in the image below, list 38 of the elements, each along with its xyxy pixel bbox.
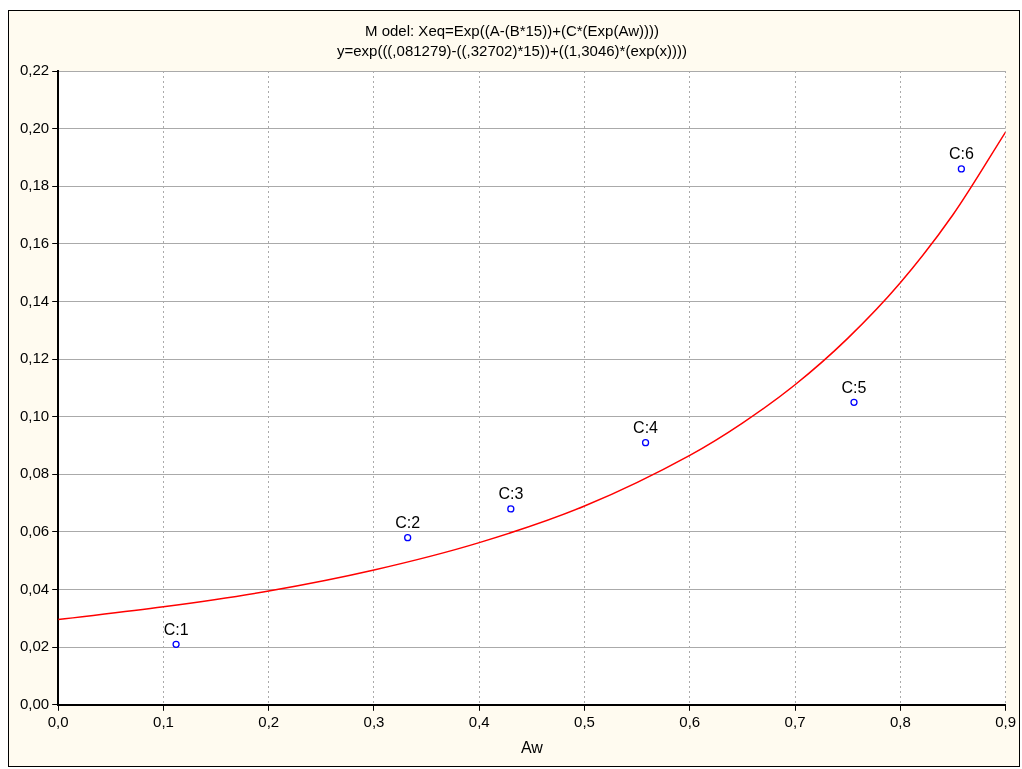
point xyxy=(850,398,858,406)
x-tick-label: 0,6 xyxy=(679,712,701,730)
annotation: C:5 xyxy=(841,378,867,396)
y-tick-label: 0,08 xyxy=(19,464,50,482)
line-series xyxy=(58,131,1006,621)
point xyxy=(957,165,966,173)
y-tick-label: 0,02 xyxy=(19,637,50,655)
point xyxy=(641,438,650,447)
y-tick-label: 0,12 xyxy=(19,349,50,367)
y-tick-label: 0,20 xyxy=(19,118,50,136)
x-tick-label: 0,4 xyxy=(468,712,490,730)
y-tick-label: 0,22 xyxy=(19,61,50,79)
x-axis-title: Aw xyxy=(520,738,544,756)
x-tick-label: 0,5 xyxy=(574,712,595,730)
annotation: C:3 xyxy=(498,485,524,503)
y-tick-label: 0,10 xyxy=(19,406,50,424)
y-tick-label: 0,14 xyxy=(19,291,50,309)
x-tick-label: 0,2 xyxy=(258,712,280,730)
annotation: C:1 xyxy=(163,620,189,638)
y-tick-label: 0,06 xyxy=(19,522,50,540)
chart-subtitle: y=exp(((,081279)-((,32702)*15))+((1,3046)*(exp(x)))) xyxy=(336,42,688,60)
point xyxy=(507,505,515,513)
y-tick-label: 0,04 xyxy=(19,579,50,597)
x-tick-label: 0,0 xyxy=(47,712,69,730)
point xyxy=(404,534,412,542)
y-tick-label: 0,16 xyxy=(19,234,50,251)
x-tick-label: 0,7 xyxy=(784,712,806,730)
x-tick-label: 0,9 xyxy=(995,712,1016,730)
x-tick-label: 0,8 xyxy=(889,712,911,730)
annotation: C:2 xyxy=(395,514,421,532)
chart-title: M odel: Xeq=Exp((A-(B*15))+(C*(Exp(Aw)))) xyxy=(365,22,659,40)
annotation: C:6 xyxy=(948,145,974,163)
point xyxy=(172,640,180,648)
x-tick-label: 0,3 xyxy=(363,712,385,730)
y-tick-label: 0,00 xyxy=(19,694,50,712)
x-tick-label: 0,1 xyxy=(153,712,174,730)
annotation: C:4 xyxy=(633,419,659,437)
y-tick-label: 0,18 xyxy=(19,176,50,194)
